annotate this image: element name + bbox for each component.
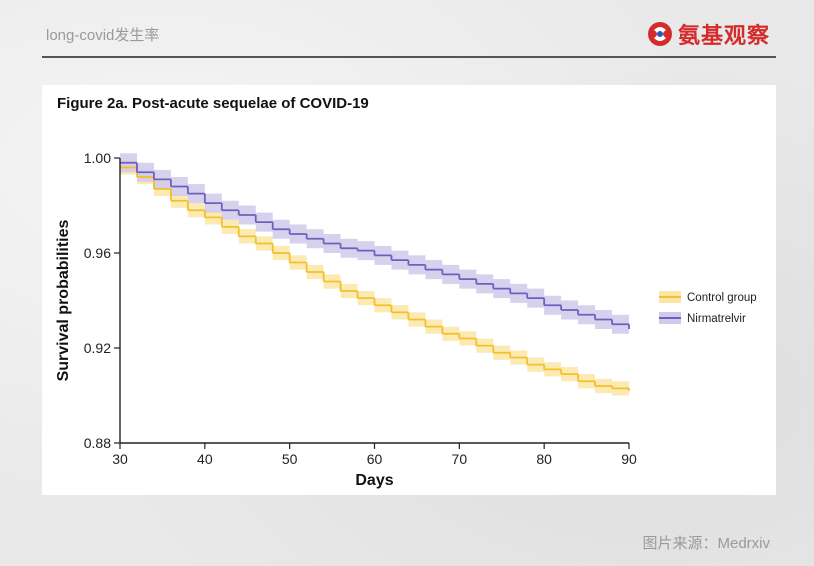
- x-ticks: 30 40 50 60 70 80 90: [112, 443, 637, 467]
- y-tick-label: 0.88: [84, 435, 111, 451]
- x-tick-label: 70: [452, 451, 468, 467]
- source-credit: 图片来源：Medrxiv: [642, 532, 770, 553]
- y-tick-label: 1.00: [84, 150, 111, 166]
- x-tick-label: 50: [282, 451, 298, 467]
- series-lines: [120, 161, 630, 391]
- x-tick-label: 30: [112, 451, 128, 467]
- y-ticks: 0.88 0.92 0.96 1.00: [84, 150, 120, 451]
- legend: Control group Nirmatrelvir: [659, 291, 757, 325]
- header-title: long-covid发生率: [46, 27, 160, 44]
- x-tick-label: 80: [536, 451, 552, 467]
- y-tick-label: 0.96: [84, 245, 111, 261]
- survival-chart: 0.88 0.92 0.96 1.00 30 40 50 60 70 80 90 Days Sur…: [55, 150, 757, 489]
- brand-name: 氨基观察: [677, 23, 770, 48]
- ci-band-1: [120, 153, 629, 339]
- x-tick-label: 40: [197, 451, 213, 467]
- brand-icon: [647, 22, 672, 46]
- x-tick-label: 90: [621, 451, 637, 467]
- y-axis-label: Survival probabilities: [55, 219, 72, 381]
- header-divider: [42, 56, 776, 58]
- legend-label: Control group: [687, 292, 757, 304]
- source-label: 图片来源：: [642, 535, 718, 552]
- x-axis-label: Days: [355, 472, 393, 489]
- figure-title: Figure 2a. Post-acute sequelae of COVID-…: [57, 95, 369, 112]
- confidence-bands: [120, 153, 629, 398]
- figure-panel: Figure 2a. Post-acute sequelae of COVID-…: [42, 85, 776, 495]
- legend-label: Nirmatrelvir: [687, 313, 746, 325]
- x-tick-label: 60: [367, 451, 383, 467]
- brand-logo: 氨基观察: [646, 18, 770, 50]
- y-tick-label: 0.92: [84, 340, 111, 356]
- source-name: Medrxiv: [717, 535, 770, 552]
